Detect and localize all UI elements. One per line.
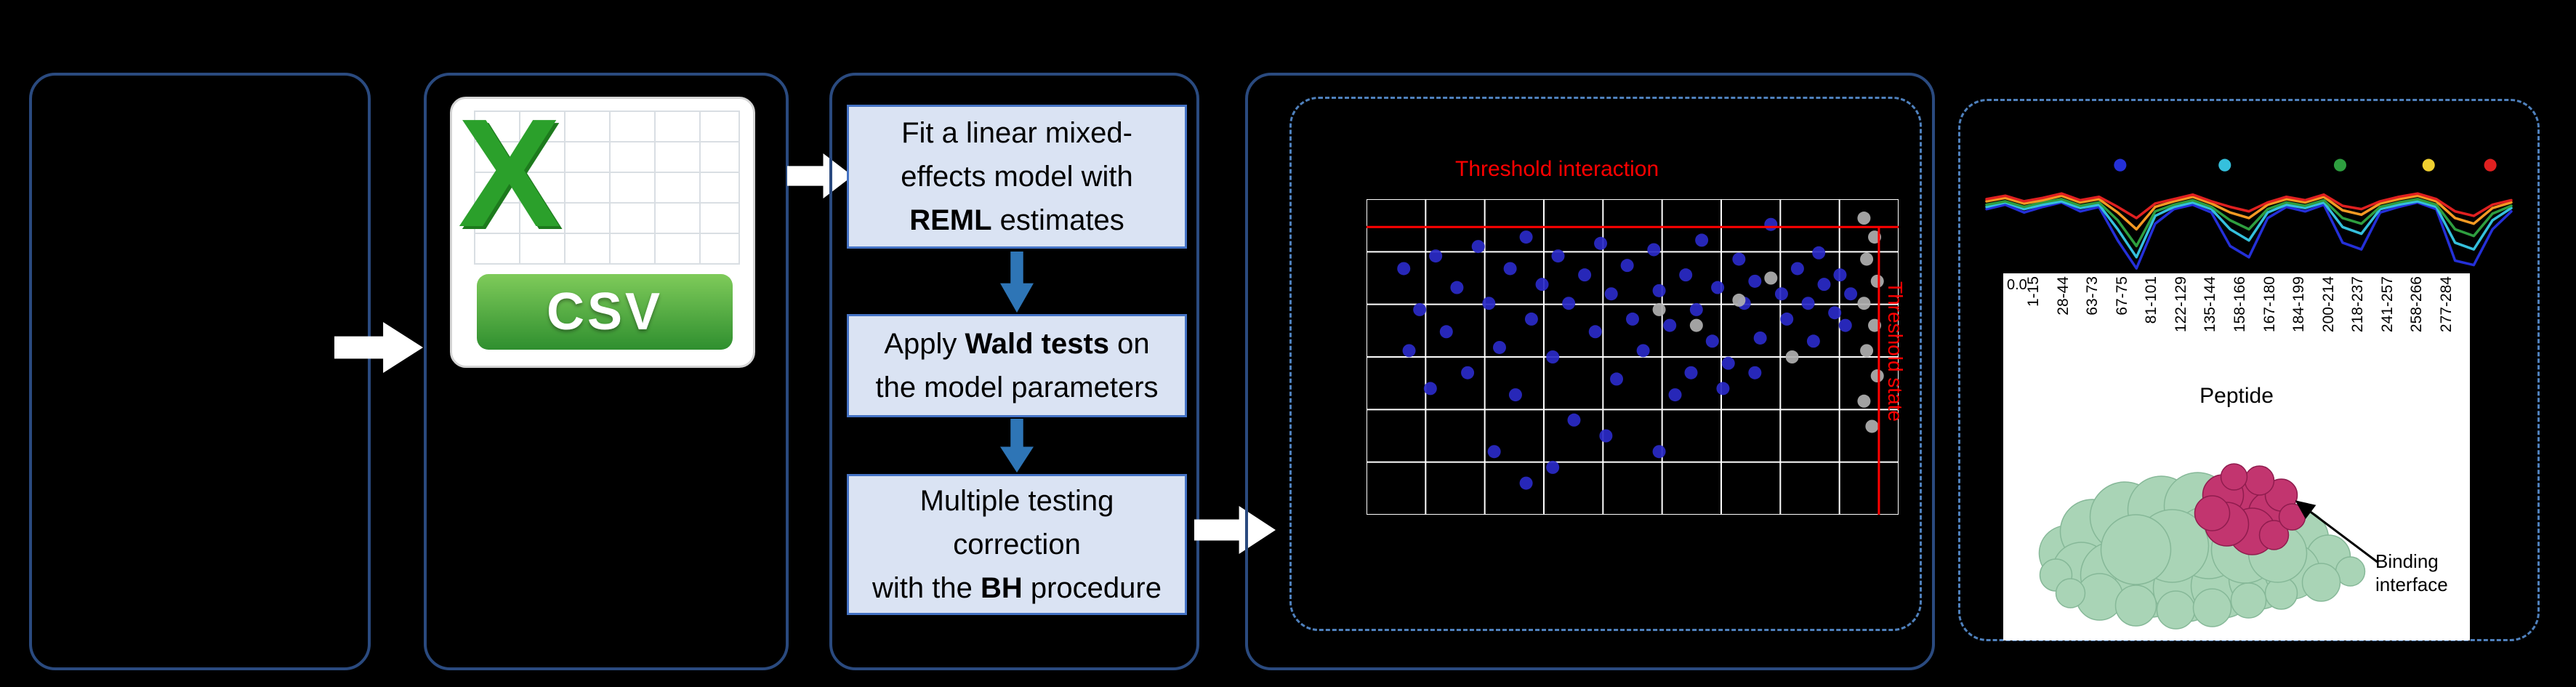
peptide-tick-label: 81-101 [2143, 276, 2160, 324]
method-panel: Fit a linear mixed- effects model with R… [829, 73, 1199, 670]
peptide-tick-label: 241-257 [2378, 276, 2396, 333]
spreadsheet-grid-icon [474, 111, 740, 265]
results-card: 0.0 1-15 28-44 63-73 67-75 81-101 122-129 135-… [2003, 273, 2470, 640]
step-text: Fit a linear mixed- effects model with [901, 117, 1133, 193]
step-text: Apply [884, 328, 965, 360]
y-axis-tick-label: 0.0 [2007, 277, 2027, 293]
scatter-dashed-frame [1289, 97, 1922, 631]
peptide-tick-label: 167-180 [2261, 276, 2278, 333]
peptide-tick-label: 63-73 [2084, 276, 2101, 316]
threshold-state-label: Threshold state [1884, 281, 1907, 422]
peptide-tick-label: 277-284 [2437, 276, 2455, 333]
peptide-axis-title: Peptide [2199, 384, 2274, 408]
step-text-bold: BH [980, 572, 1023, 604]
protein-structure-image [2038, 463, 2366, 630]
scatter-plot-svg [1367, 199, 1899, 515]
csv-file-icon: X CSV [450, 87, 755, 368]
peptide-tick-label: 158-166 [2231, 276, 2248, 333]
peptide-tick-label: 218-237 [2349, 276, 2367, 333]
csv-banner: CSV [477, 274, 733, 350]
csv-panel: X CSV [424, 73, 789, 670]
peptide-tick-labels: 1-15 28-44 63-73 67-75 81-101 122-129 135-144 1… [2025, 276, 2455, 385]
peptide-tick-label: 1-15 [2025, 276, 2042, 308]
step-text: procedure [1022, 572, 1162, 604]
uptake-chart-svg [1985, 158, 2513, 270]
peptide-tick-label: 122-129 [2172, 276, 2189, 333]
peptide-tick-label: 200-214 [2319, 276, 2337, 333]
step-box-wald: Apply Wald tests on the model parameters [847, 314, 1187, 417]
step-box-bh: Multiple testing correction with the BH … [847, 474, 1187, 615]
step-text: on the model parameters [875, 328, 1159, 403]
binding-interface-label: Binding interface [2375, 550, 2448, 595]
peptide-tick-label: 28-44 [2054, 276, 2072, 316]
down-arrow-2-icon [1000, 419, 1034, 473]
threshold-interaction-label: Threshold interaction [1455, 157, 1659, 181]
step-text-bold: REML [909, 204, 992, 236]
peptide-tick-label: 135-144 [2202, 276, 2219, 333]
peptide-tick-label: 258-266 [2408, 276, 2426, 333]
down-arrow-1-icon [1000, 252, 1034, 313]
results-panel: 0.0 1-15 28-44 63-73 67-75 81-101 122-129 135-… [1958, 99, 2540, 641]
excel-x-icon: X [458, 87, 561, 259]
step-box-reml: Fit a linear mixed- effects model with R… [847, 105, 1187, 249]
input-panel [29, 73, 371, 670]
step-text: Multiple testing correction with the [872, 485, 1114, 604]
step-text: estimates [991, 204, 1124, 236]
step-text-bold: Wald tests [965, 328, 1110, 360]
scatter-panel: Threshold interaction Threshold state [1245, 73, 1935, 670]
peptide-tick-label: 184-199 [2290, 276, 2308, 333]
peptide-tick-label: 67-75 [2113, 276, 2130, 316]
